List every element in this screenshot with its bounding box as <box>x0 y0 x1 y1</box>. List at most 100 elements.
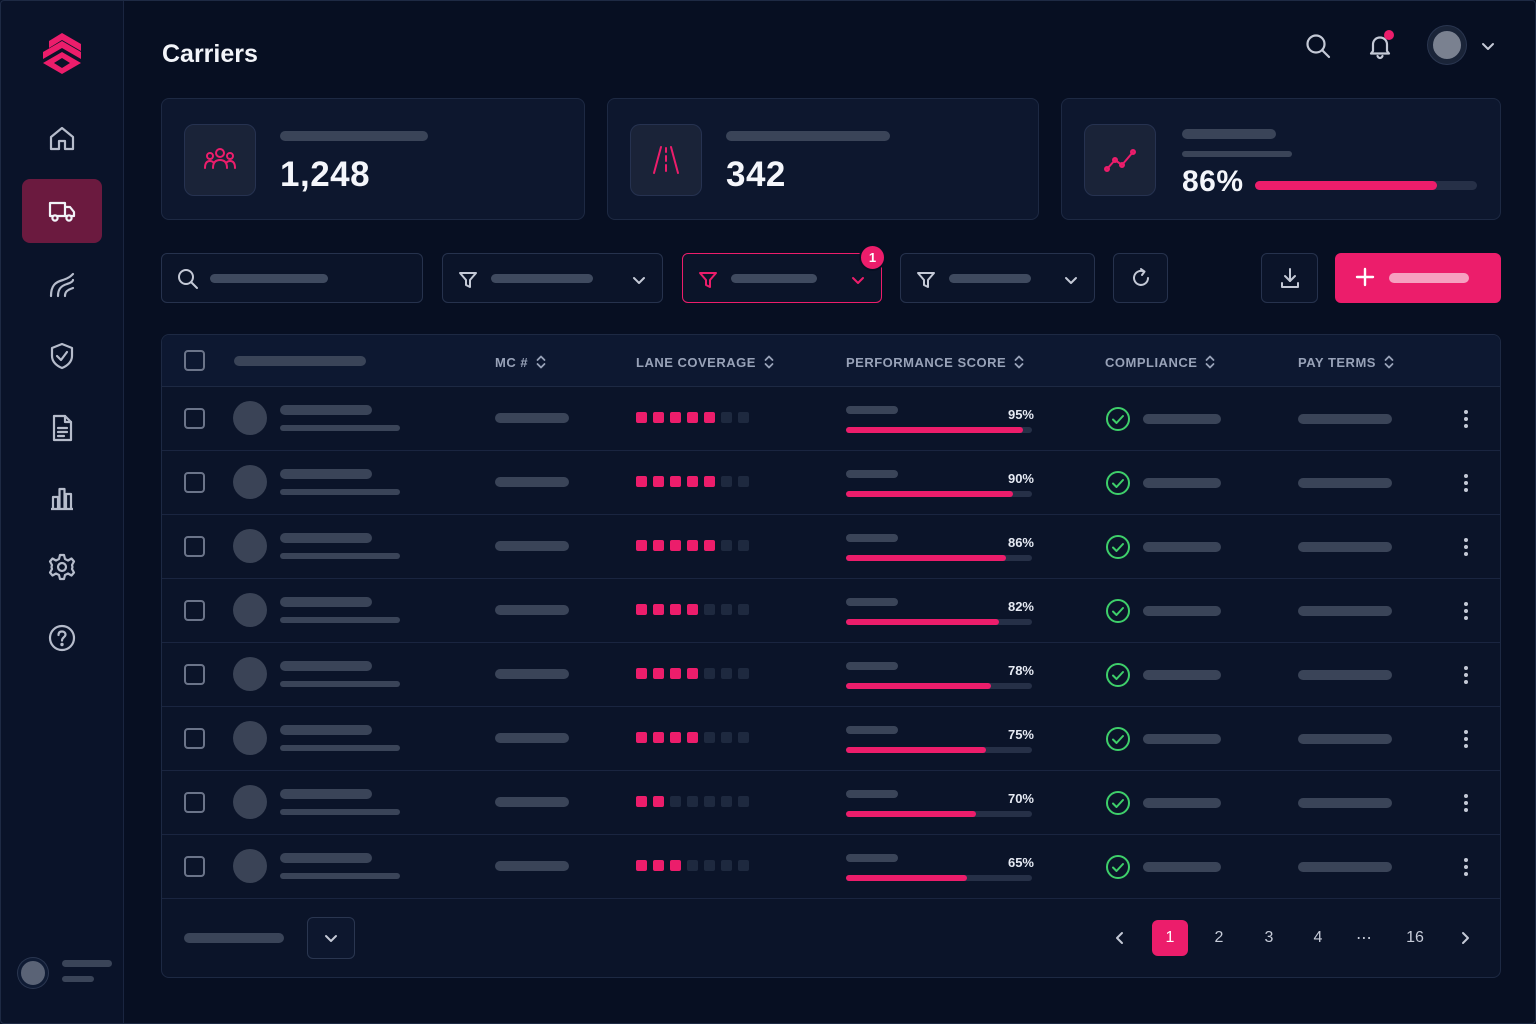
carrier-name-placeholder <box>280 725 372 735</box>
performance-bar <box>846 555 1032 561</box>
sort-icon <box>1014 355 1024 369</box>
search-button[interactable] <box>1302 30 1334 62</box>
filter-dropdown-1[interactable] <box>442 253 663 303</box>
pagination-next[interactable] <box>1447 920 1483 956</box>
row-checkbox[interactable] <box>184 664 205 685</box>
more-vertical-icon[interactable] <box>1454 471 1478 495</box>
sidebar-item-settings[interactable] <box>22 535 102 599</box>
account-menu-toggle[interactable] <box>1474 30 1502 62</box>
lane-segment <box>704 604 715 615</box>
column-header-lane-coverage[interactable]: LANE COVERAGE <box>636 354 774 370</box>
chevron-down-icon <box>325 935 337 942</box>
lane-segment <box>687 732 698 743</box>
carrier-sub-placeholder <box>280 873 400 879</box>
performance-bar <box>846 427 1032 433</box>
select-all-checkbox[interactable] <box>184 350 205 371</box>
shield-icon <box>50 342 74 370</box>
pagination-page[interactable]: 1 <box>1152 920 1188 956</box>
column-header-carrier-placeholder <box>234 356 366 366</box>
column-header-pay-terms[interactable]: PAY TERMS <box>1298 354 1394 370</box>
lane-segment <box>704 860 715 871</box>
carrier-sub-placeholder <box>280 617 400 623</box>
row-checkbox[interactable] <box>184 600 205 621</box>
add-carrier-button[interactable] <box>1335 253 1501 303</box>
refresh-button[interactable] <box>1113 253 1168 303</box>
carrier-avatar <box>233 785 267 819</box>
lane-segment <box>687 796 698 807</box>
more-vertical-icon[interactable] <box>1454 791 1478 815</box>
sidebar-item-home[interactable] <box>22 106 102 170</box>
column-header-performance-score[interactable]: PERFORMANCE SCORE <box>846 354 1024 370</box>
table-row[interactable]: 95% <box>162 387 1500 451</box>
users-icon <box>204 148 236 169</box>
pay-terms-placeholder <box>1298 606 1392 616</box>
more-vertical-icon[interactable] <box>1454 407 1478 431</box>
pay-terms-placeholder <box>1298 798 1392 808</box>
row-checkbox[interactable] <box>184 472 205 493</box>
mc-number-placeholder <box>495 605 569 615</box>
document-icon <box>52 414 73 442</box>
notifications-button[interactable] <box>1364 30 1396 62</box>
table-row[interactable]: 82% <box>162 579 1500 643</box>
brand-logo-icon[interactable] <box>40 32 84 78</box>
pagination-ellipsis: ⋯ <box>1356 930 1372 947</box>
column-header-label: PERFORMANCE SCORE <box>846 354 1007 370</box>
download-icon <box>1280 268 1299 288</box>
lane-segment <box>687 540 698 551</box>
more-vertical-icon[interactable] <box>1454 727 1478 751</box>
more-vertical-icon[interactable] <box>1454 599 1478 623</box>
carrier-sub-placeholder <box>280 489 400 495</box>
table-row[interactable]: 65% <box>162 835 1500 899</box>
mc-number-placeholder <box>495 669 569 679</box>
check-circle-icon <box>1106 471 1130 495</box>
filter-dropdown-2[interactable] <box>682 253 882 303</box>
sidebar-item-carriers[interactable] <box>22 179 102 243</box>
filter-dropdown-3[interactable] <box>900 253 1095 303</box>
filter-label-placeholder <box>731 274 817 283</box>
row-checkbox[interactable] <box>184 792 205 813</box>
lane-segment <box>738 860 749 871</box>
pagination-page[interactable]: 4 <box>1313 929 1323 946</box>
row-checkbox[interactable] <box>184 856 205 877</box>
sidebar-item-documents[interactable] <box>22 396 102 460</box>
pagination-page[interactable]: 3 <box>1264 929 1274 946</box>
rows-per-page-select[interactable] <box>307 917 355 959</box>
lane-segment <box>670 412 681 423</box>
row-checkbox[interactable] <box>184 408 205 429</box>
lane-segment <box>636 412 647 423</box>
mc-number-placeholder <box>495 541 569 551</box>
more-vertical-icon[interactable] <box>1454 663 1478 687</box>
table-row[interactable]: 90% <box>162 451 1500 515</box>
stat-icon-box <box>630 124 702 196</box>
table-row[interactable]: 70% <box>162 771 1500 835</box>
sidebar-user[interactable] <box>16 952 116 992</box>
pagination-prev[interactable] <box>1102 920 1138 956</box>
sidebar-item-help[interactable] <box>22 606 102 670</box>
lane-segment <box>738 412 749 423</box>
carrier-name-placeholder <box>280 533 372 543</box>
table-row[interactable]: 78% <box>162 643 1500 707</box>
sidebar-item-analytics[interactable] <box>22 466 102 530</box>
table-row[interactable]: 86% <box>162 515 1500 579</box>
column-header-mc[interactable]: MC # <box>495 354 546 370</box>
more-vertical-icon[interactable] <box>1454 535 1478 559</box>
row-checkbox[interactable] <box>184 728 205 749</box>
pagination-page[interactable]: 16 <box>1406 929 1424 946</box>
performance-bar-fill <box>846 811 977 817</box>
export-button[interactable] <box>1261 253 1318 303</box>
search-input[interactable] <box>161 253 423 303</box>
sidebar-item-lanes[interactable] <box>22 253 102 317</box>
more-vertical-icon[interactable] <box>1454 855 1478 879</box>
filter-icon <box>699 272 717 288</box>
help-icon <box>48 624 76 652</box>
table-row[interactable]: 75% <box>162 707 1500 771</box>
pagination-page[interactable]: 2 <box>1214 929 1224 946</box>
lane-segment <box>687 412 698 423</box>
row-checkbox[interactable] <box>184 536 205 557</box>
column-header-compliance[interactable]: COMPLIANCE <box>1105 354 1215 370</box>
performance-score: 95% <box>1007 407 1034 422</box>
user-avatar[interactable] <box>1428 26 1466 64</box>
sidebar-item-compliance[interactable] <box>22 324 102 388</box>
home-icon <box>49 126 75 151</box>
lane-segment <box>721 796 732 807</box>
